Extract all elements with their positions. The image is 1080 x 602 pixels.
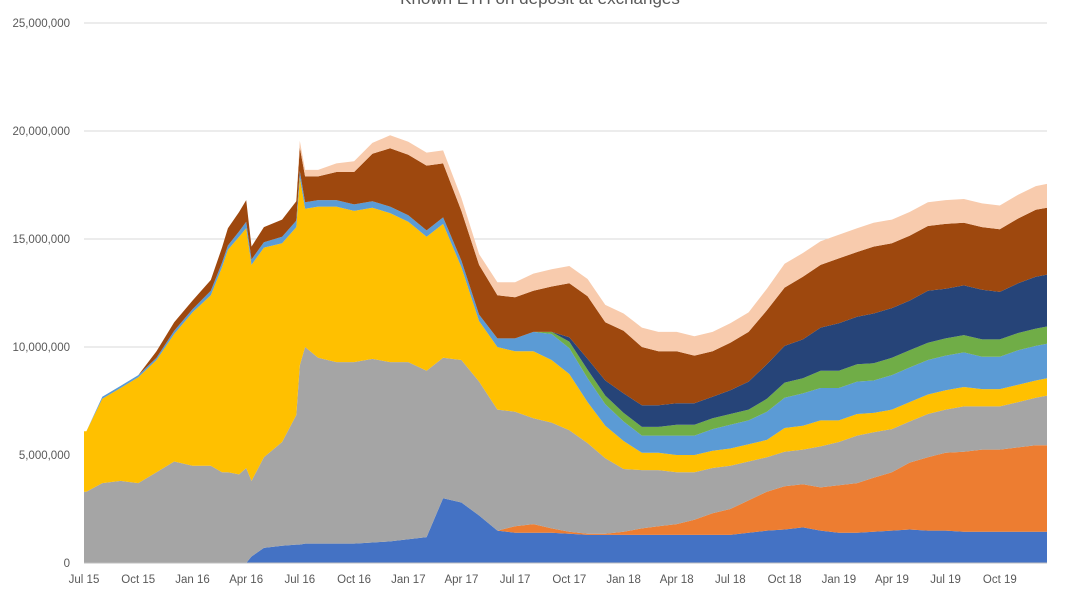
x-tick-label: Oct 16: [337, 574, 371, 586]
x-tick-label: Jul 18: [715, 574, 746, 586]
y-tick-label: 0: [64, 558, 70, 570]
area-series-4: [84, 177, 1047, 492]
x-tick-label: Jul 19: [930, 574, 961, 586]
x-tick-label: Jul 15: [69, 574, 100, 586]
y-tick-label: 20,000,000: [12, 126, 70, 138]
y-tick-label: 25,000,000: [12, 18, 70, 30]
y-tick-label: 15,000,000: [12, 234, 70, 246]
x-tick-label: Jan 17: [391, 574, 426, 586]
area-series-2: [84, 445, 1047, 563]
x-tick-label: Jan 16: [175, 574, 210, 586]
area-series-3: [84, 347, 1047, 563]
y-tick-label: 10,000,000: [12, 342, 70, 354]
area-series-9: [84, 135, 1047, 432]
x-tick-label: Apr 18: [660, 574, 694, 586]
x-tick-label: Jan 19: [822, 574, 857, 586]
x-tick-label: Jan 18: [606, 574, 641, 586]
area-series-8: [84, 147, 1047, 432]
chart-title: Known ETH on deposit at exchanges: [0, 0, 1080, 9]
area-series-7: [84, 171, 1047, 432]
x-tick-label: Oct 17: [552, 574, 586, 586]
x-tick-label: Oct 19: [983, 574, 1017, 586]
y-tick-label: 5,000,000: [19, 450, 70, 462]
x-tick-label: Apr 16: [229, 574, 263, 586]
area-series-1: [84, 498, 1047, 563]
x-tick-label: Oct 15: [121, 574, 155, 586]
x-tick-label: Jul 17: [500, 574, 531, 586]
x-tick-label: Apr 19: [875, 574, 909, 586]
x-tick-label: Oct 18: [768, 574, 802, 586]
x-tick-label: Apr 17: [444, 574, 478, 586]
x-tick-label: Jul 16: [284, 574, 315, 586]
